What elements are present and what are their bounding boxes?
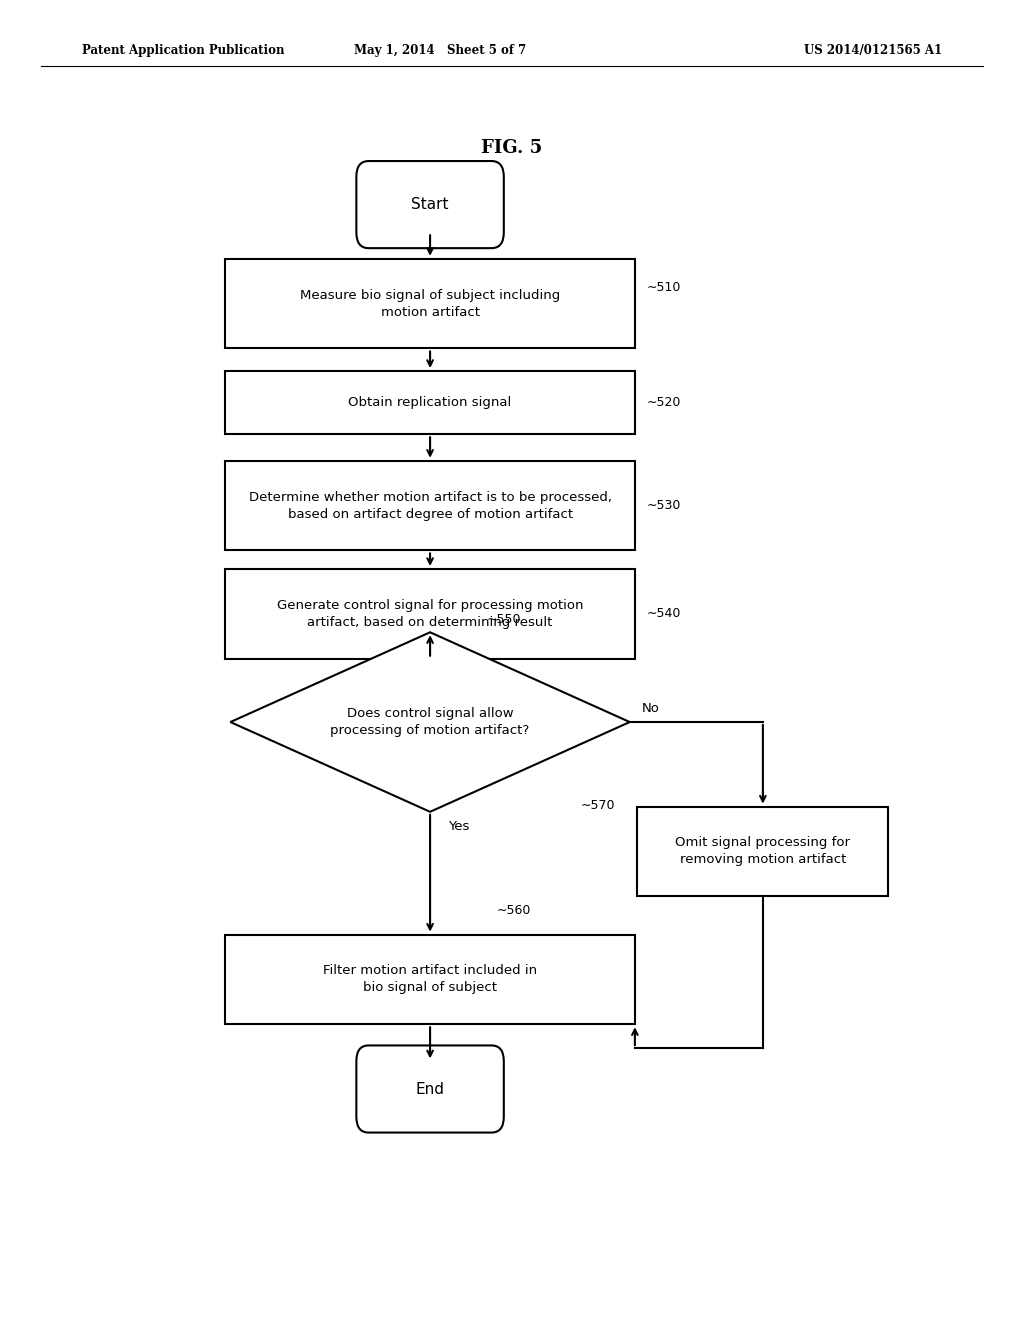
Text: Measure bio signal of subject including
motion artifact: Measure bio signal of subject including … <box>300 289 560 318</box>
Text: ∼540: ∼540 <box>647 607 682 620</box>
Text: Start: Start <box>412 197 449 213</box>
Text: No: No <box>642 702 659 715</box>
Text: US 2014/0121565 A1: US 2014/0121565 A1 <box>804 45 942 57</box>
Text: ∼550: ∼550 <box>486 612 521 626</box>
Text: Generate control signal for processing motion
artifact, based on determining res: Generate control signal for processing m… <box>276 599 584 628</box>
FancyBboxPatch shape <box>356 1045 504 1133</box>
Bar <box>225 935 635 1024</box>
Text: ∼520: ∼520 <box>647 396 682 409</box>
Text: May 1, 2014   Sheet 5 of 7: May 1, 2014 Sheet 5 of 7 <box>354 45 526 57</box>
Text: Obtain replication signal: Obtain replication signal <box>348 396 512 409</box>
Bar <box>225 371 635 434</box>
Text: Does control signal allow
processing of motion artifact?: Does control signal allow processing of … <box>331 708 529 737</box>
Text: End: End <box>416 1081 444 1097</box>
Bar <box>225 461 635 550</box>
Text: ∼510: ∼510 <box>647 281 682 294</box>
Text: Filter motion artifact included in
bio signal of subject: Filter motion artifact included in bio s… <box>323 965 538 994</box>
Text: ∼530: ∼530 <box>647 499 682 512</box>
Text: Patent Application Publication: Patent Application Publication <box>82 45 285 57</box>
Text: ∼570: ∼570 <box>582 799 615 812</box>
FancyBboxPatch shape <box>356 161 504 248</box>
Text: Omit signal processing for
removing motion artifact: Omit signal processing for removing moti… <box>676 837 850 866</box>
Bar <box>637 807 889 896</box>
Polygon shape <box>230 632 630 812</box>
Bar <box>225 569 635 659</box>
Text: FIG. 5: FIG. 5 <box>481 139 543 157</box>
Text: ∼560: ∼560 <box>497 904 531 917</box>
Text: Yes: Yes <box>449 820 470 833</box>
Text: Determine whether motion artifact is to be processed,
based on artifact degree o: Determine whether motion artifact is to … <box>249 491 611 520</box>
Bar <box>225 259 635 348</box>
